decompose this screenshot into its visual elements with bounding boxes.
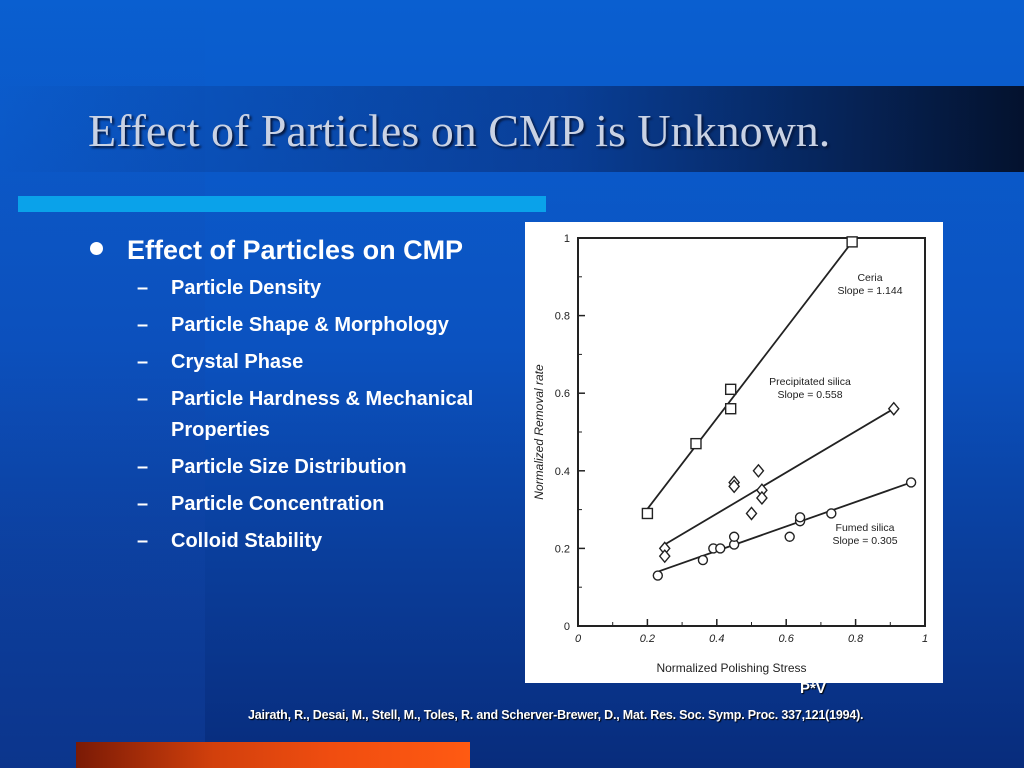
- sub-bullet: – Particle Hardness & Mechanical Properti…: [137, 384, 510, 446]
- data-point-diamond: [755, 490, 768, 506]
- data-point-diamond: [658, 549, 671, 564]
- sub-bullet-text: Colloid Stability: [171, 530, 323, 552]
- bullet-dot-icon: [90, 242, 103, 255]
- y-tick-label: 0.8: [555, 311, 570, 323]
- sub-bullet: – Particle Shape & Morphology: [137, 310, 510, 341]
- series-name-label: Ceria: [857, 272, 882, 284]
- x-tick-label: 0.6: [779, 633, 795, 645]
- data-point-circle: [697, 554, 709, 566]
- sub-bullet: – Particle Size Distribution: [137, 452, 510, 483]
- data-point-circle: [784, 531, 795, 542]
- y-axis-label: Normalized Removal rate: [532, 364, 546, 500]
- series-name-label: Precipitated silica: [769, 376, 851, 388]
- series-slope-label: Slope = 0.305: [832, 535, 897, 547]
- y-tick-label: 0.4: [555, 466, 570, 478]
- data-point-square: [724, 383, 737, 396]
- chart-panel: 0 0 0.2 0.2 0.4 0.4 0.6 0.6 0.8 0.8 1 1 Normalized P…: [525, 222, 943, 683]
- y-tick-label: 0.2: [555, 543, 570, 555]
- sub-bullet-text: Particle Hardness & Mechanical Propertie…: [171, 388, 474, 441]
- series-slope-label: Slope = 0.558: [777, 389, 842, 401]
- main-bullet-text: Effect of Particles on CMP: [127, 235, 464, 265]
- sub-bullet-list: – Particle Density – Particle Shape & Morp…: [90, 273, 510, 557]
- citation: Jairath, R., Desai, M., Stell, M., Toles…: [248, 708, 864, 722]
- slide-title: Effect of Particles on CMP is Unknown.: [88, 105, 831, 156]
- pv-label: P*V: [800, 680, 826, 697]
- data-point-diamond: [752, 463, 765, 478]
- data-point-circle: [794, 512, 806, 523]
- data-point-circle: [826, 508, 837, 519]
- data-point-square: [724, 403, 737, 415]
- x-tick-label: 0: [575, 633, 582, 645]
- data-point-circle: [652, 570, 664, 581]
- y-tick-label: 0: [564, 621, 570, 633]
- sub-bullet: – Colloid Stability: [137, 526, 510, 557]
- sub-bullet-text: Particle Size Distribution: [171, 456, 407, 478]
- scatter-chart: 00 0.2 0.2 0.4 0.4 0.6 0.6 0.8 0.8 1 1 Normalized P…: [532, 233, 928, 675]
- data-point-circle: [715, 543, 726, 554]
- fit-line: [664, 407, 895, 546]
- data-point-circle: [728, 531, 740, 542]
- sub-bullet: – Crystal Phase: [137, 347, 510, 378]
- dash-icon: –: [137, 314, 149, 336]
- title-band: [0, 86, 1024, 172]
- dash-icon: –: [137, 456, 149, 478]
- dash-icon: –: [137, 277, 149, 299]
- x-tick-label: 0.2: [640, 633, 655, 645]
- data-point-diamond: [745, 506, 758, 521]
- bottom-accent-bar: [76, 742, 470, 768]
- data-point-circle: [905, 477, 917, 488]
- sub-bullet: – Particle Concentration: [137, 489, 510, 520]
- dash-icon: –: [137, 530, 149, 552]
- data-point-square: [846, 236, 858, 248]
- sub-bullet: – Particle Density: [137, 273, 510, 304]
- x-tick-label: 1: [922, 633, 928, 645]
- sub-bullet-text: Particle Density: [171, 277, 322, 299]
- data-point-diamond: [728, 479, 741, 494]
- sub-bullet-text: Crystal Phase: [171, 351, 304, 373]
- sub-bullet-text: Particle Shape & Morphology: [171, 314, 449, 336]
- dash-icon: –: [137, 493, 149, 515]
- fit-line: [643, 241, 853, 515]
- y-tick-label: 1: [564, 233, 570, 245]
- sub-bullet-text: Particle Concentration: [171, 493, 385, 515]
- series-name-label: Fumed silica: [836, 522, 895, 534]
- dash-icon: –: [137, 351, 149, 373]
- x-tick-label: 0.8: [848, 633, 864, 645]
- y-tick-label: 0.6: [555, 388, 570, 400]
- data-point-square: [690, 437, 702, 450]
- bullet-list: Effect of Particles on CMP – Particle Den…: [90, 232, 510, 563]
- x-axis-label: Normalized Polishing Stress: [656, 661, 806, 675]
- main-bullet: Effect of Particles on CMP: [90, 232, 510, 269]
- x-tick-label: 0.4: [709, 633, 724, 645]
- data-point-square: [641, 507, 654, 520]
- dash-icon: –: [137, 388, 149, 410]
- data-point-diamond: [887, 401, 900, 416]
- series-slope-label: Slope = 1.144: [837, 285, 902, 297]
- accent-bar: [18, 196, 546, 212]
